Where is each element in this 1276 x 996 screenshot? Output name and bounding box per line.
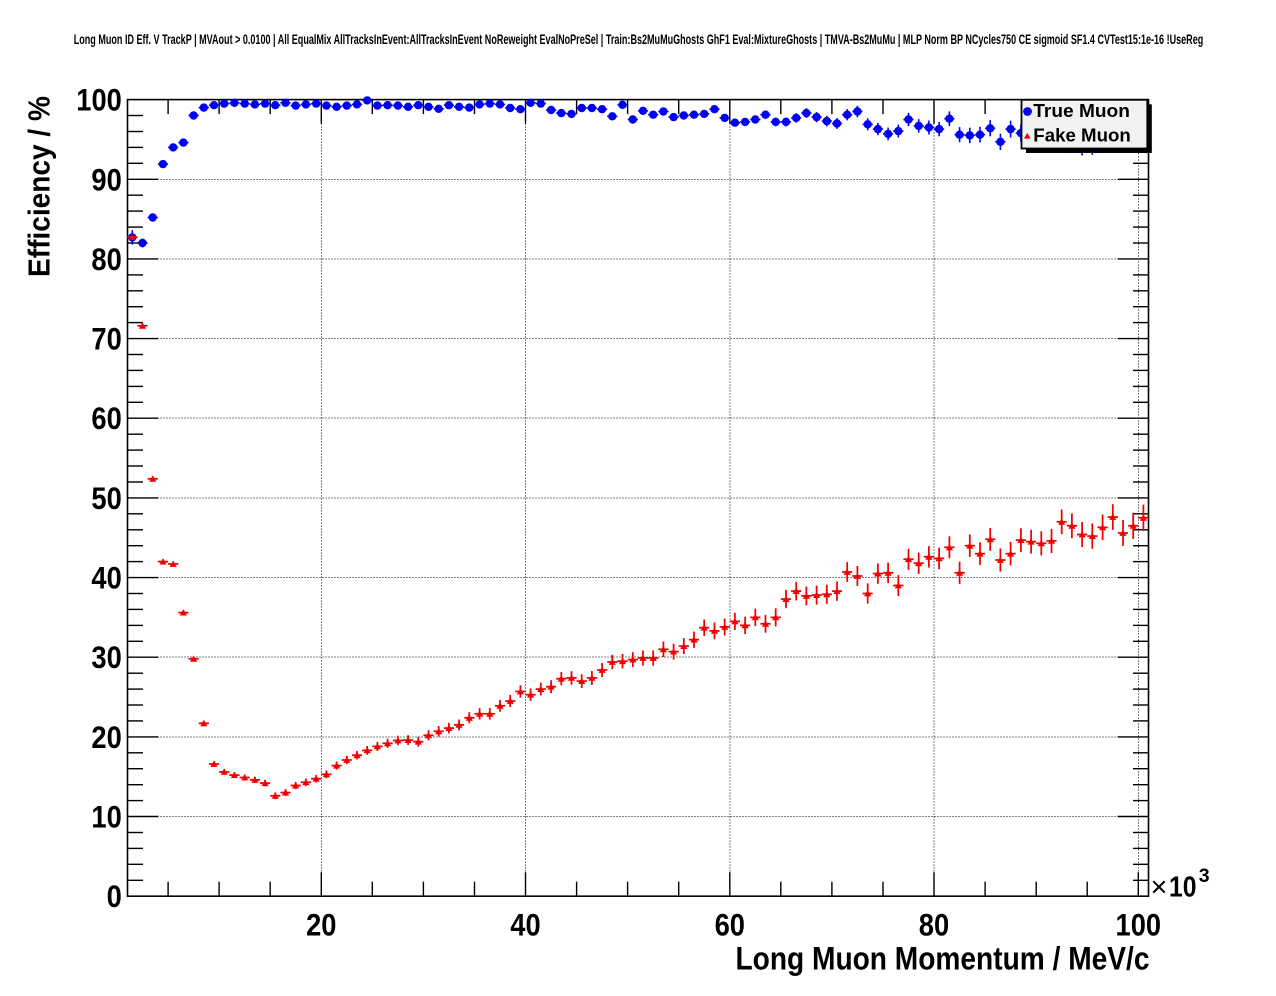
svg-text:×: × xyxy=(1151,871,1168,903)
svg-text:20: 20 xyxy=(91,719,121,755)
svg-text:80: 80 xyxy=(919,907,949,943)
svg-text:30: 30 xyxy=(91,639,121,675)
svg-text:10: 10 xyxy=(91,799,121,835)
svg-text:20: 20 xyxy=(306,907,336,943)
svg-text:100: 100 xyxy=(76,82,122,118)
svg-text:60: 60 xyxy=(715,907,745,943)
svg-text:Long Muon ID Eff. V TrackP | M: Long Muon ID Eff. V TrackP | MVAout > 0.… xyxy=(74,32,1204,48)
svg-text:40: 40 xyxy=(510,907,540,943)
svg-text:60: 60 xyxy=(91,400,121,436)
svg-text:0: 0 xyxy=(107,878,122,914)
svg-text:Fake Muon: Fake Muon xyxy=(1033,124,1131,145)
svg-text:Long Muon Momentum / MeV/c: Long Muon Momentum / MeV/c xyxy=(736,941,1150,977)
svg-text:40: 40 xyxy=(91,560,121,596)
svg-text:True Muon: True Muon xyxy=(1033,100,1130,121)
svg-text:10: 10 xyxy=(1169,871,1197,903)
svg-text:70: 70 xyxy=(91,321,121,357)
svg-text:Efficiency / %: Efficiency / % xyxy=(22,96,57,277)
svg-text:3: 3 xyxy=(1199,865,1210,887)
svg-text:100: 100 xyxy=(1116,907,1162,943)
svg-text:90: 90 xyxy=(91,161,121,197)
svg-text:80: 80 xyxy=(91,241,121,277)
svg-text:50: 50 xyxy=(91,480,121,516)
